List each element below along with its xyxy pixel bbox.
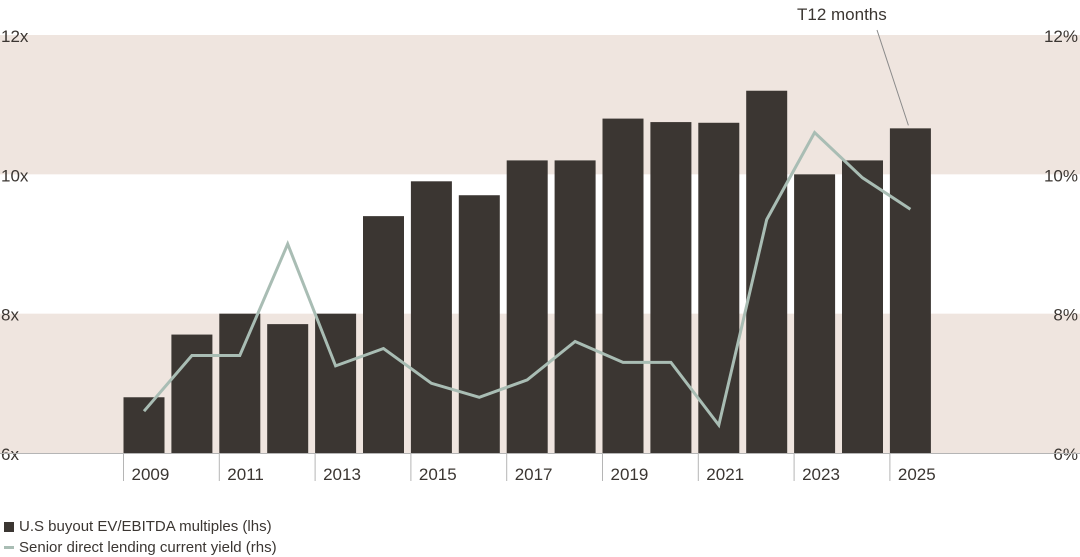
left-tick-label: 8x [1, 306, 19, 325]
right-tick-label: 12% [1044, 27, 1078, 46]
x-axis: 2009 2011 2013 2015 2017 2019 2021 2023 2025 [0, 453, 1080, 484]
legend-label-line: Senior direct lending current yield (rhs… [19, 539, 277, 556]
bar-2009 [123, 397, 165, 453]
bar-2016 [458, 195, 500, 453]
bar-2010 [171, 334, 213, 453]
x-tick-label: 2019 [611, 465, 649, 484]
bar-2019 [602, 118, 644, 453]
annotation-label: T12 months [797, 5, 887, 24]
bar-2022 [746, 90, 788, 453]
x-tick-label: 2017 [515, 465, 553, 484]
bar-2013 [315, 313, 357, 453]
line-series [142, 130, 912, 429]
left-tick-label: 12x [1, 27, 29, 46]
annotation: T12 months [797, 5, 909, 126]
bar-2023 [794, 174, 836, 454]
bar-2017 [506, 160, 548, 453]
x-tick-label: 2011 [227, 465, 264, 484]
annotation-leader-line [876, 29, 909, 126]
bar-2024 [842, 160, 883, 453]
right-tick-label: 6% [1053, 445, 1078, 464]
x-tick-label: 2009 [132, 465, 170, 484]
legend-label-bars: U.S buyout EV/EBITDA multiples (lhs) [19, 518, 272, 535]
yield-line [142, 130, 912, 429]
left-tick-label: 6x [1, 445, 19, 464]
x-tick-label: 2013 [323, 465, 361, 484]
bar-2020 [650, 122, 692, 453]
bar-2025 [889, 128, 931, 453]
legend-item-bars: U.S buyout EV/EBITDA multiples (lhs) [4, 518, 272, 535]
bar-series [123, 90, 931, 454]
bar-2018 [554, 160, 596, 453]
x-tick-label: 2023 [802, 465, 840, 484]
right-tick-label: 8% [1053, 306, 1078, 325]
legend-swatch-line [4, 546, 14, 549]
legend-swatch-bar [4, 521, 14, 532]
bar-2015 [410, 181, 452, 454]
x-tick-label: 2021 [706, 465, 744, 484]
left-axis-ticks: 6x 8x 10x 12x [1, 27, 29, 464]
bar-2011 [219, 313, 261, 453]
right-axis-ticks: 6% 8% 10% 12% [1044, 27, 1078, 464]
x-tick-label: 2025 [898, 465, 936, 484]
bar-2014 [363, 216, 404, 453]
left-tick-label: 10x [1, 166, 29, 185]
x-tick-label: 2015 [419, 465, 457, 484]
right-tick-label: 10% [1044, 166, 1078, 185]
bar-2012 [267, 324, 309, 453]
legend-item-line: Senior direct lending current yield (rhs… [4, 539, 277, 556]
bar-2021 [698, 122, 740, 453]
